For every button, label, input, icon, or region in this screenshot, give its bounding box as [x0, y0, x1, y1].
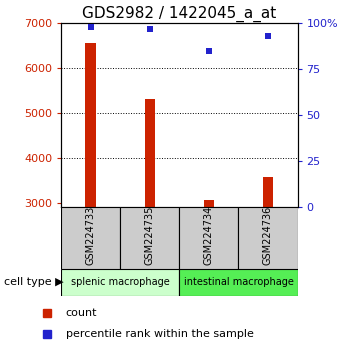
Bar	[85, 43, 96, 207]
Text: cell type ▶: cell type ▶	[4, 277, 63, 287]
Bar	[61, 269, 180, 296]
Text: GSM224735: GSM224735	[145, 205, 155, 265]
Title: GDS2982 / 1422045_a_at: GDS2982 / 1422045_a_at	[82, 5, 276, 22]
Bar	[61, 207, 120, 269]
Text: GSM224736: GSM224736	[263, 205, 273, 264]
Bar	[180, 207, 238, 269]
Text: percentile rank within the sample: percentile rank within the sample	[66, 329, 254, 339]
Text: count: count	[66, 308, 97, 318]
Bar	[120, 207, 179, 269]
Bar	[180, 269, 298, 296]
Text: GSM224733: GSM224733	[86, 205, 96, 264]
Bar	[262, 177, 273, 207]
Text: GSM224734: GSM224734	[204, 205, 214, 264]
Text: splenic macrophage: splenic macrophage	[71, 277, 170, 287]
Bar	[238, 207, 298, 269]
Bar	[145, 99, 155, 207]
Bar	[204, 200, 214, 207]
Text: intestinal macrophage: intestinal macrophage	[183, 277, 293, 287]
